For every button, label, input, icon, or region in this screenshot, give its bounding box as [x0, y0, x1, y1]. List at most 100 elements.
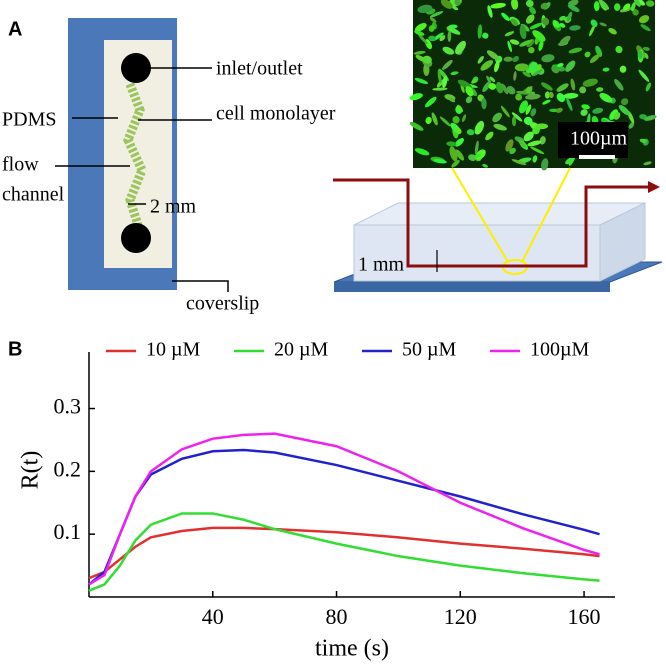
cell — [466, 129, 475, 136]
cell — [425, 96, 437, 108]
cell — [413, 50, 426, 55]
series-line — [88, 448, 600, 586]
series-line — [88, 526, 600, 580]
cell — [580, 109, 588, 116]
cell — [544, 91, 550, 99]
cell — [431, 112, 438, 126]
scale-bar — [579, 155, 615, 159]
cell — [595, 45, 603, 57]
cell — [538, 40, 544, 51]
cell — [523, 116, 533, 125]
cell — [439, 116, 451, 127]
arrow — [648, 181, 660, 193]
cell — [608, 28, 617, 35]
panel-label: A — [8, 18, 22, 40]
cell — [494, 60, 500, 73]
cell — [489, 76, 496, 83]
legend-label: 20 µM — [274, 339, 329, 361]
cell — [615, 45, 623, 54]
cell — [485, 131, 494, 141]
cell — [592, 107, 604, 114]
cell — [535, 123, 549, 130]
cell — [503, 56, 513, 62]
cell — [505, 139, 514, 152]
cell — [481, 97, 487, 110]
cell — [409, 93, 423, 101]
cell — [474, 140, 479, 155]
cell — [621, 98, 629, 106]
cell — [556, 83, 569, 92]
cell — [465, 96, 473, 104]
cell — [480, 60, 494, 71]
cell — [559, 15, 566, 21]
series-line — [88, 432, 600, 586]
cell — [509, 147, 516, 155]
cell — [454, 138, 464, 147]
block-side — [599, 202, 646, 282]
cell — [490, 2, 506, 9]
cell — [437, 69, 442, 84]
x-tick-label: 120 — [444, 604, 477, 629]
cell — [630, 2, 636, 12]
cell — [584, 51, 591, 58]
cell — [568, 47, 583, 54]
cell — [523, 131, 534, 142]
cell — [644, 52, 649, 59]
cell — [525, 86, 533, 94]
cell — [514, 63, 530, 72]
cell — [602, 67, 610, 72]
cell — [428, 25, 435, 32]
legend-label: 100µM — [530, 339, 590, 361]
cell — [506, 86, 516, 95]
cell — [473, 154, 482, 159]
cell — [414, 78, 429, 85]
cell — [482, 80, 492, 93]
cell — [455, 127, 462, 135]
cell — [589, 54, 600, 64]
cell — [598, 0, 609, 10]
cell — [599, 93, 613, 103]
cell — [482, 32, 489, 39]
series-line — [88, 512, 600, 592]
cell — [529, 6, 536, 15]
cell — [619, 65, 627, 73]
block-front — [353, 224, 601, 282]
cell — [450, 71, 459, 76]
label: channel — [2, 184, 65, 206]
cell — [436, 79, 445, 88]
cell — [409, 122, 424, 131]
cell — [529, 22, 543, 30]
cell — [590, 19, 598, 27]
cell — [643, 161, 652, 166]
cell — [477, 24, 483, 39]
label: cell monolayer — [216, 103, 336, 125]
cell — [500, 105, 510, 118]
cell — [589, 24, 596, 37]
cell — [599, 22, 607, 27]
y-tick-label: 0.3 — [54, 394, 82, 419]
cell — [429, 11, 444, 18]
cell — [525, 0, 534, 8]
cell — [566, 11, 573, 22]
cell — [579, 86, 587, 94]
cell — [623, 3, 631, 11]
cell — [613, 112, 621, 120]
y-tick-label: 0.1 — [54, 519, 82, 544]
label: inlet/outlet — [216, 58, 303, 80]
cell — [507, 40, 513, 53]
cell — [513, 71, 517, 81]
cell — [522, 71, 532, 78]
outlet-hole — [121, 223, 151, 253]
cell — [492, 112, 502, 123]
panel-label: B — [8, 338, 22, 360]
cell — [542, 99, 551, 105]
cell — [637, 0, 645, 6]
legend-label: 50 µM — [402, 339, 457, 361]
cell — [525, 14, 535, 24]
cell — [530, 108, 537, 117]
device-schematic: A inlet/outlet PDMS cell monolayer flow … — [2, 18, 336, 315]
cell — [515, 93, 523, 101]
cell — [511, 159, 527, 166]
cell — [526, 38, 535, 48]
cell — [511, 0, 519, 10]
